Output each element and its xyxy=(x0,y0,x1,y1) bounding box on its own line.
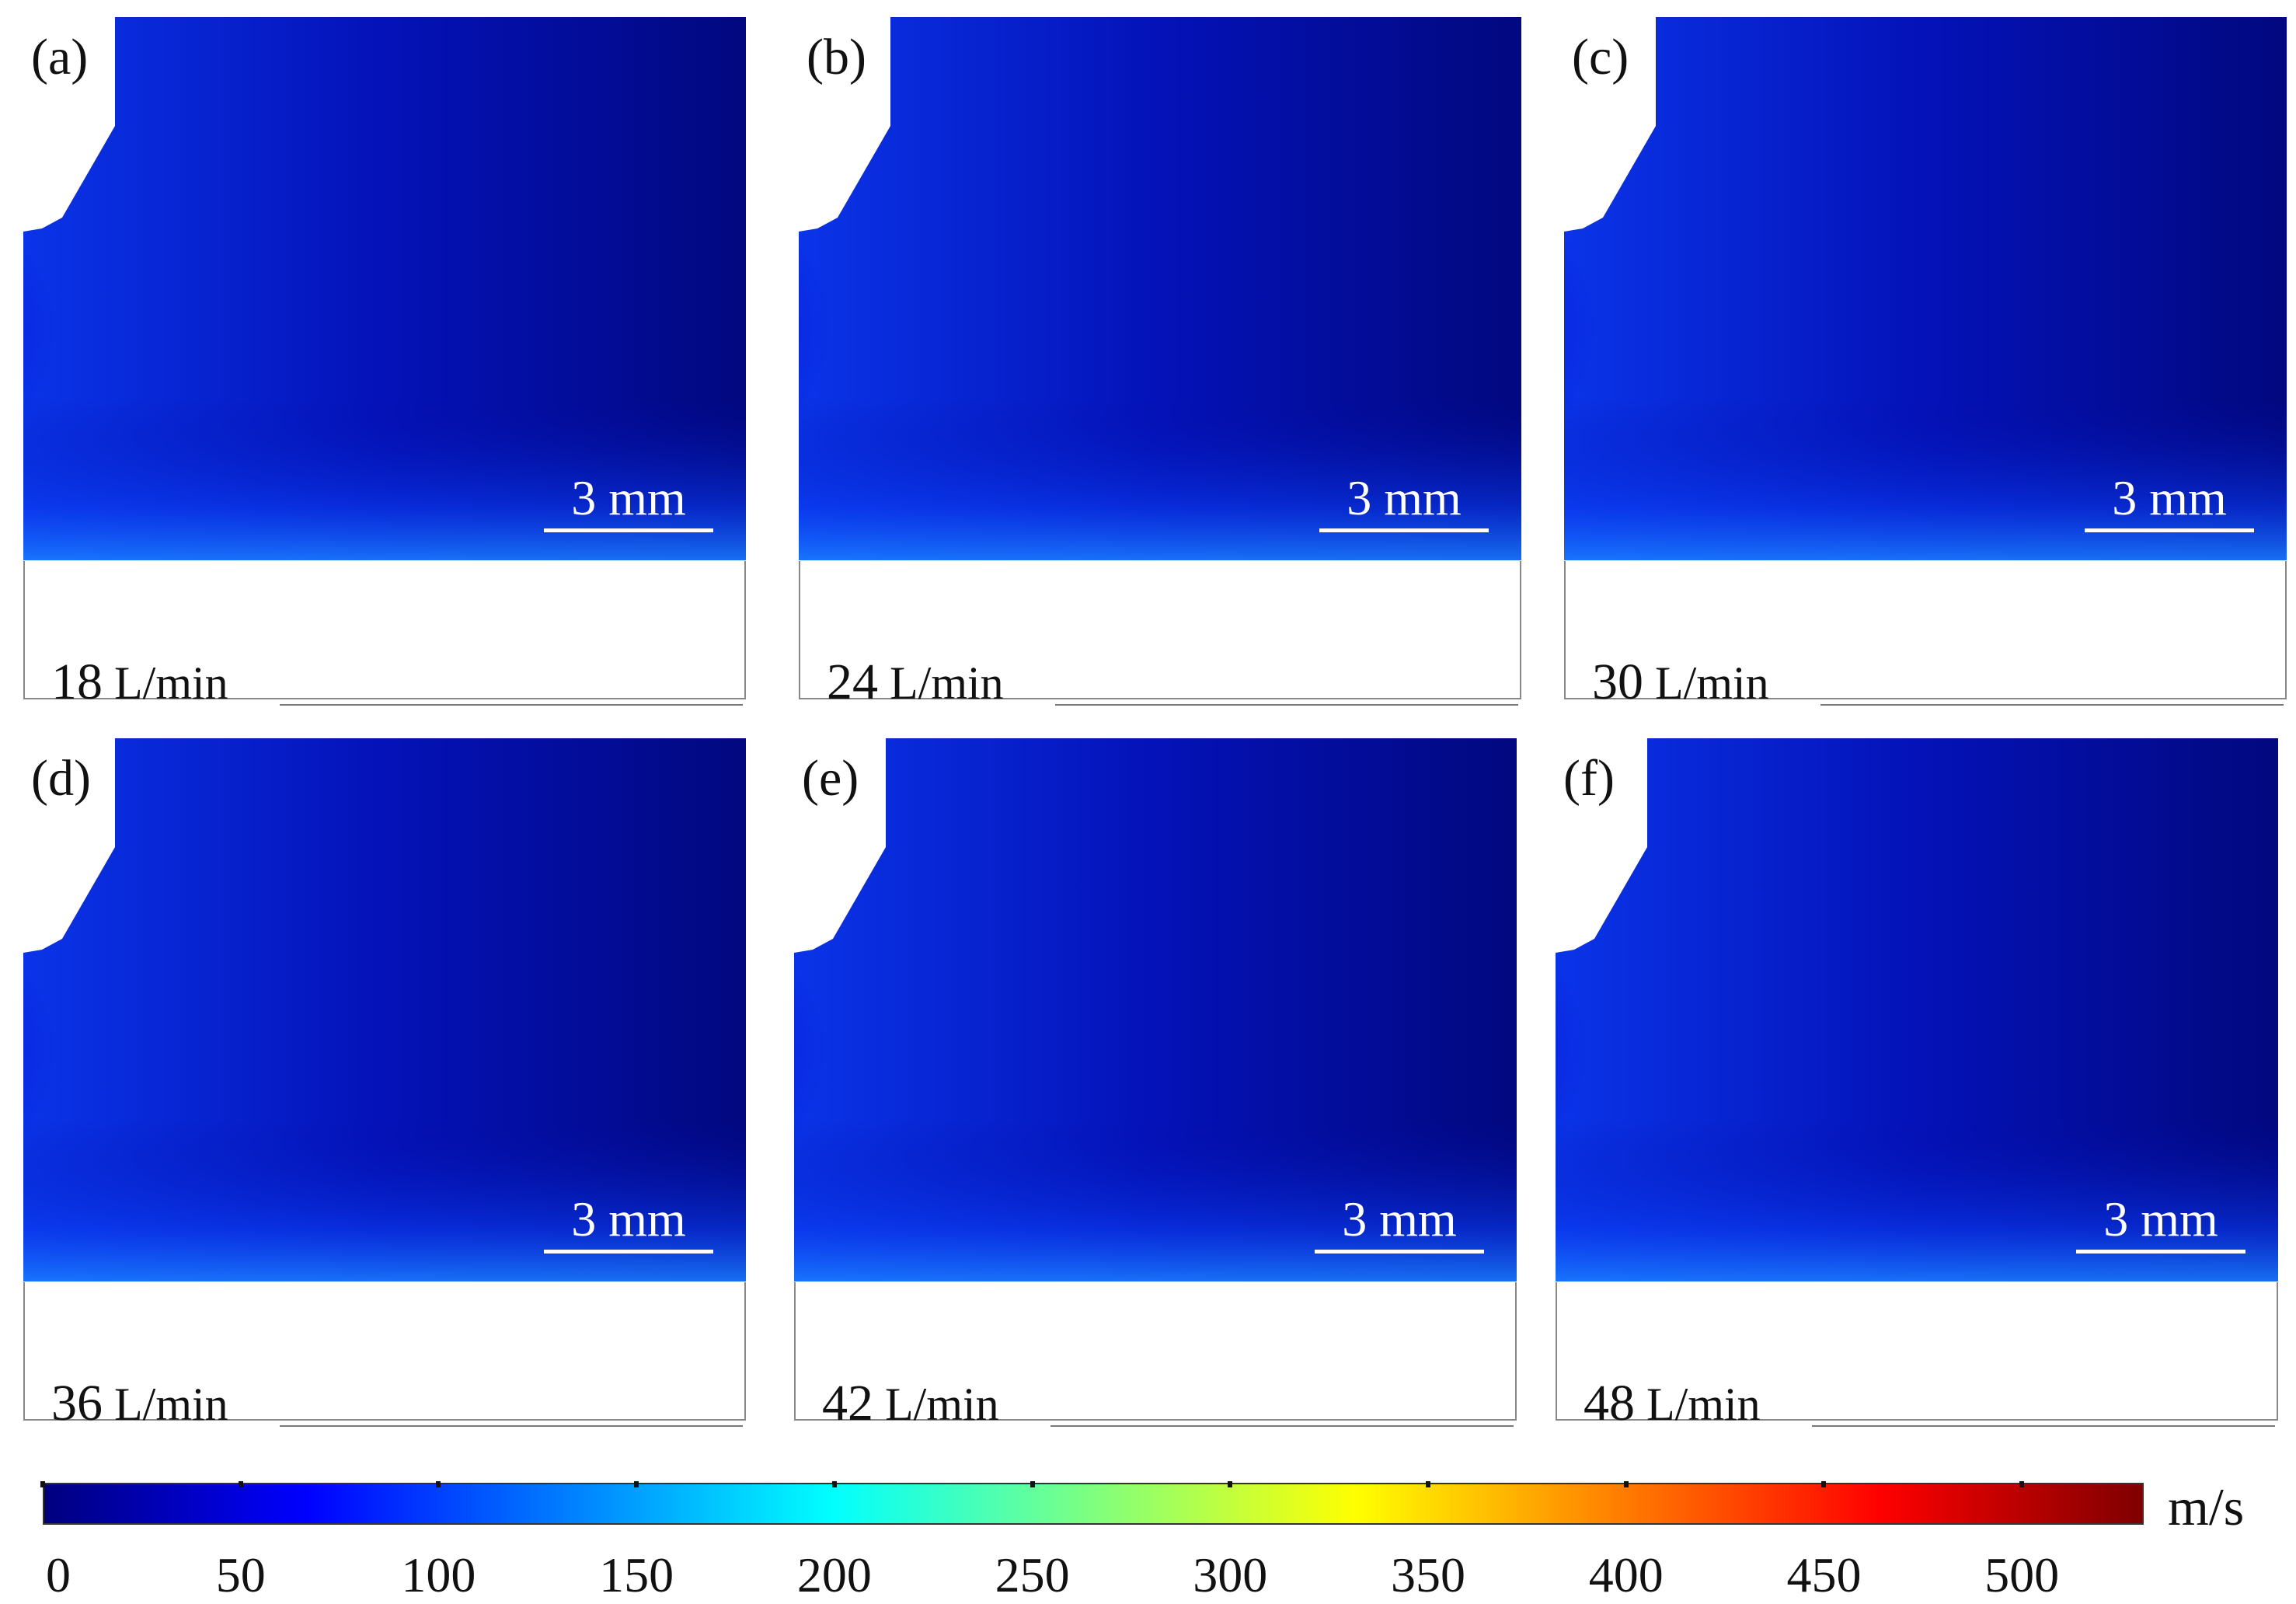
panel-tag: (d) xyxy=(31,750,91,807)
flow-rate-unit: L/min xyxy=(1635,1379,1761,1430)
panel-lower-frame xyxy=(23,1282,746,1421)
colorbar-tick-mark xyxy=(2019,1481,2025,1487)
flow-rate-label: 24 L/min xyxy=(827,653,1004,712)
colorbar-tick-mark xyxy=(1426,1481,1431,1487)
panel-lower-frame xyxy=(1556,1282,2278,1421)
scale-bar: 3 mm xyxy=(2076,1191,2245,1254)
velocity-field xyxy=(799,17,1521,561)
flow-rate-unit: L/min xyxy=(103,1379,228,1430)
contour-panel: (c) 3 mm 30 L/min xyxy=(1564,17,2287,710)
flow-rate-value: 18 xyxy=(51,654,103,710)
scale-bar-line xyxy=(2085,528,2254,532)
colorbar-tick-label: 0 xyxy=(46,1547,71,1602)
colorbar-tick-label: 200 xyxy=(796,1547,872,1602)
flow-rate-label: 36 L/min xyxy=(51,1374,228,1433)
panel-lower-frame xyxy=(1564,561,2287,699)
scale-bar-label: 3 mm xyxy=(2112,470,2227,525)
velocity-field xyxy=(1564,17,2287,561)
colorbar-tick-label: 450 xyxy=(1786,1547,1862,1602)
scale-bar-line xyxy=(2076,1250,2245,1254)
panel-tag: (f) xyxy=(1563,750,1615,807)
scale-bar-label: 3 mm xyxy=(571,1191,686,1247)
panel-lower-frame xyxy=(799,561,1521,699)
colorbar-tick-label: 100 xyxy=(401,1547,476,1602)
velocity-field xyxy=(23,17,746,561)
scale-bar-line xyxy=(544,1250,713,1254)
scale-bar-line xyxy=(544,528,713,532)
colorbar-tick-label: 150 xyxy=(599,1547,674,1602)
caption-underline xyxy=(1812,1425,2275,1427)
colorbar-tick-mark xyxy=(1228,1481,1233,1487)
scale-bar-line xyxy=(1315,1250,1484,1254)
panel-lower-frame xyxy=(23,561,746,699)
flow-rate-unit: L/min xyxy=(1643,657,1769,709)
colorbar-tick-mark xyxy=(831,1481,837,1487)
colorbar-tick-mark xyxy=(1623,1481,1629,1487)
scale-bar-label: 3 mm xyxy=(1342,1191,1457,1247)
panel-tag: (a) xyxy=(31,29,89,85)
panel-tag: (b) xyxy=(807,29,866,85)
velocity-colorbar xyxy=(43,1483,2144,1525)
panel-tag: (c) xyxy=(1572,29,1629,85)
flow-rate-value: 24 xyxy=(827,654,878,710)
flow-rate-label: 48 L/min xyxy=(1584,1374,1761,1433)
colorbar-tick-label: 50 xyxy=(215,1547,266,1602)
colorbar-tick-mark xyxy=(436,1481,441,1487)
panel-lower-frame xyxy=(794,1282,1517,1421)
scale-bar-label: 3 mm xyxy=(1347,470,1462,525)
colorbar-tick-mark xyxy=(634,1481,639,1487)
flow-rate-unit: L/min xyxy=(878,657,1004,709)
scale-bar-label: 3 mm xyxy=(2103,1191,2218,1247)
colorbar-unit-label: m/s xyxy=(2168,1477,2245,1536)
contour-panel: (e) 3 mm 42 L/min xyxy=(794,738,1517,1431)
scale-bar: 3 mm xyxy=(1319,470,1489,532)
flow-rate-value: 48 xyxy=(1584,1375,1635,1431)
flow-rate-value: 30 xyxy=(1592,654,1643,710)
caption-underline xyxy=(280,704,743,706)
caption-underline xyxy=(1820,704,2284,706)
colorbar-tick-mark xyxy=(40,1481,45,1487)
colorbar-tick-label: 300 xyxy=(1193,1547,1268,1602)
scale-bar: 3 mm xyxy=(544,1191,713,1254)
velocity-field xyxy=(1556,738,2278,1282)
contour-panel: (a) 3 mm 18 L/min xyxy=(23,17,746,710)
flow-rate-value: 36 xyxy=(51,1375,103,1431)
flow-rate-unit: L/min xyxy=(873,1379,999,1430)
colorbar-tick-mark xyxy=(238,1481,243,1487)
colorbar-tick-mark xyxy=(1030,1481,1035,1487)
scale-bar: 3 mm xyxy=(544,470,713,532)
caption-underline xyxy=(1055,704,1518,706)
colorbar-tick-label: 250 xyxy=(995,1547,1070,1602)
contour-panel: (f) 3 mm 48 L/min xyxy=(1556,738,2278,1431)
flow-rate-unit: L/min xyxy=(103,657,228,709)
colorbar-tick-label: 400 xyxy=(1588,1547,1664,1602)
colorbar-tick-label: 500 xyxy=(1984,1547,2060,1602)
flow-rate-value: 42 xyxy=(822,1375,873,1431)
scale-bar: 3 mm xyxy=(2085,470,2254,532)
flow-rate-label: 42 L/min xyxy=(822,1374,999,1433)
scale-bar-label: 3 mm xyxy=(571,470,686,525)
colorbar-tick-label: 350 xyxy=(1391,1547,1466,1602)
contour-panel: (d) 3 mm 36 L/min xyxy=(23,738,746,1431)
velocity-field xyxy=(794,738,1517,1282)
scale-bar: 3 mm xyxy=(1315,1191,1484,1254)
contour-panel: (b) 3 mm 24 L/min xyxy=(799,17,1521,710)
scale-bar-line xyxy=(1319,528,1489,532)
caption-underline xyxy=(1050,1425,1514,1427)
caption-underline xyxy=(280,1425,743,1427)
flow-rate-label: 18 L/min xyxy=(51,653,228,712)
velocity-field xyxy=(23,738,746,1282)
panel-tag: (e) xyxy=(802,750,859,807)
flow-rate-label: 30 L/min xyxy=(1592,653,1769,712)
colorbar-tick-mark xyxy=(1821,1481,1827,1487)
